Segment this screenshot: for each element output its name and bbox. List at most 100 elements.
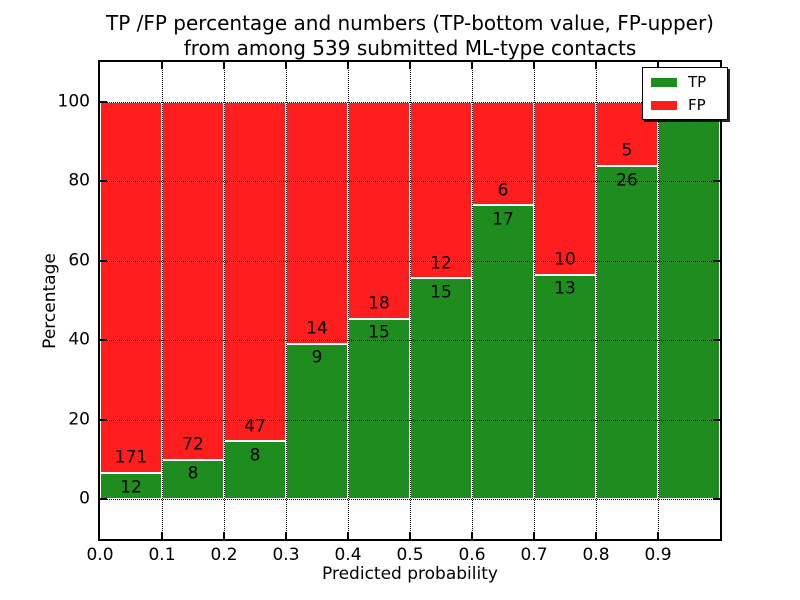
x-tick-mark-bottom — [409, 532, 411, 539]
x-tick-label: 0.6 — [458, 545, 486, 565]
bar-count-label-tp: 9 — [311, 347, 323, 368]
x-tick-mark-bottom — [347, 532, 349, 539]
bar-count-label-tp: 15 — [430, 282, 452, 303]
plot-area: 1217187284791415181512176131026561 — [98, 60, 722, 541]
bar-count-label-fp: 18 — [368, 293, 390, 314]
gridline-horizontal — [100, 102, 720, 103]
bar-segment-fp — [348, 102, 410, 319]
bar-count-label-tp: 13 — [554, 278, 576, 299]
x-tick-mark-top — [471, 62, 473, 69]
bar-segment-fp — [286, 102, 348, 344]
x-tick-mark-top — [161, 62, 163, 69]
bar-segment-tp — [534, 275, 596, 499]
x-tick-label: 0.7 — [520, 545, 548, 565]
bar-count-label-tp: 26 — [616, 170, 638, 191]
chart-title-line2: from among 539 submitted ML-type contact… — [183, 36, 637, 60]
bar-count-label-fp: 5 — [621, 140, 633, 161]
bar-count-label-tp: 8 — [249, 445, 261, 466]
bar-count-label-fp: 12 — [430, 253, 452, 274]
gridline-vertical — [286, 62, 287, 539]
y-tick-mark-left — [100, 498, 107, 500]
y-tick-mark-left — [100, 260, 107, 262]
legend-entry-fp: FP — [651, 97, 719, 113]
chart-title-line1: TP /FP percentage and numbers (TP-bottom… — [106, 11, 714, 35]
bar-segment-fp — [100, 102, 162, 473]
x-tick-label: 0.3 — [272, 545, 300, 565]
gridline-vertical — [472, 62, 473, 539]
gridline-vertical — [348, 62, 349, 539]
y-tick-mark-right — [713, 419, 720, 421]
y-tick-mark-right — [713, 498, 720, 500]
x-tick-label: 0.4 — [334, 545, 362, 565]
x-tick-label: 0.1 — [148, 545, 176, 565]
x-tick-mark-bottom — [595, 532, 597, 539]
y-tick-label: 0 — [79, 488, 90, 509]
x-tick-label: 0.0 — [86, 545, 114, 565]
x-tick-mark-bottom — [223, 532, 225, 539]
x-tick-mark-bottom — [657, 532, 659, 539]
bar-segment-fp — [162, 102, 224, 460]
x-tick-mark-bottom — [471, 532, 473, 539]
x-tick-mark-bottom — [285, 532, 287, 539]
gridline-horizontal — [100, 181, 720, 182]
legend-entry-label: FP — [688, 95, 706, 114]
legend-entry-label: TP — [688, 72, 707, 91]
x-axis-label: Predicted probability — [322, 564, 498, 584]
y-tick-mark-right — [713, 339, 720, 341]
x-tick-mark-top — [285, 62, 287, 69]
y-tick-mark-right — [713, 260, 720, 262]
bar-segment-tp — [162, 460, 224, 499]
y-tick-label: 100 — [57, 91, 90, 112]
x-tick-mark-top — [409, 62, 411, 69]
x-tick-label: 0.9 — [644, 545, 672, 565]
legend-swatch-icon — [651, 100, 677, 110]
bar-count-label-tp: 12 — [120, 477, 142, 498]
gridline-vertical — [410, 62, 411, 539]
y-tick-mark-left — [100, 419, 107, 421]
bar-segment-tp — [348, 319, 410, 499]
bar-count-label-tp: 15 — [368, 322, 390, 343]
bar-segment-tp — [410, 278, 472, 499]
bar-count-label-fp: 10 — [554, 249, 576, 270]
x-tick-mark-top — [223, 62, 225, 69]
bar-count-label-fp: 171 — [114, 447, 148, 468]
gridline-vertical — [658, 62, 659, 539]
gridline-horizontal — [100, 420, 720, 421]
bar-count-label-fp: 72 — [182, 434, 204, 455]
bar-count-label-fp: 14 — [306, 318, 328, 339]
y-tick-mark-left — [100, 101, 107, 103]
x-tick-label: 0.2 — [210, 545, 238, 565]
gridline-vertical — [162, 62, 163, 539]
x-tick-mark-bottom — [161, 532, 163, 539]
x-tick-mark-bottom — [533, 532, 535, 539]
bar-segment-tp — [286, 344, 348, 499]
y-tick-label: 60 — [68, 250, 90, 271]
legend-swatch-icon — [651, 77, 677, 87]
bar-count-label-tp: 17 — [492, 209, 514, 230]
x-tick-mark-top — [533, 62, 535, 69]
bar-segment-fp — [534, 102, 596, 275]
x-tick-label: 0.5 — [396, 545, 424, 565]
gridline-vertical — [596, 62, 597, 539]
y-tick-mark-left — [100, 339, 107, 341]
chart-title: TP /FP percentage and numbers (TP-bottom… — [10, 11, 800, 61]
bar-segment-tp — [596, 166, 658, 499]
y-tick-mark-right — [713, 180, 720, 182]
legend-entry-tp: TP — [651, 74, 719, 90]
x-tick-mark-top — [657, 62, 659, 69]
bar-count-label-fp: 6 — [497, 180, 509, 201]
gridline-horizontal — [100, 340, 720, 341]
y-tick-label: 20 — [68, 409, 90, 430]
x-tick-label: 0.8 — [582, 545, 610, 565]
gridline-vertical — [224, 62, 225, 539]
gridline-horizontal — [100, 499, 720, 500]
gridline-vertical — [534, 62, 535, 539]
y-tick-label: 40 — [68, 329, 90, 350]
y-tick-mark-left — [100, 180, 107, 182]
bar-segment-fp — [410, 102, 472, 278]
bar-count-label-tp: 8 — [187, 463, 199, 484]
bar-count-label-fp: 47 — [244, 416, 266, 437]
bar-segment-fp — [224, 102, 286, 441]
y-tick-label: 80 — [68, 170, 90, 191]
